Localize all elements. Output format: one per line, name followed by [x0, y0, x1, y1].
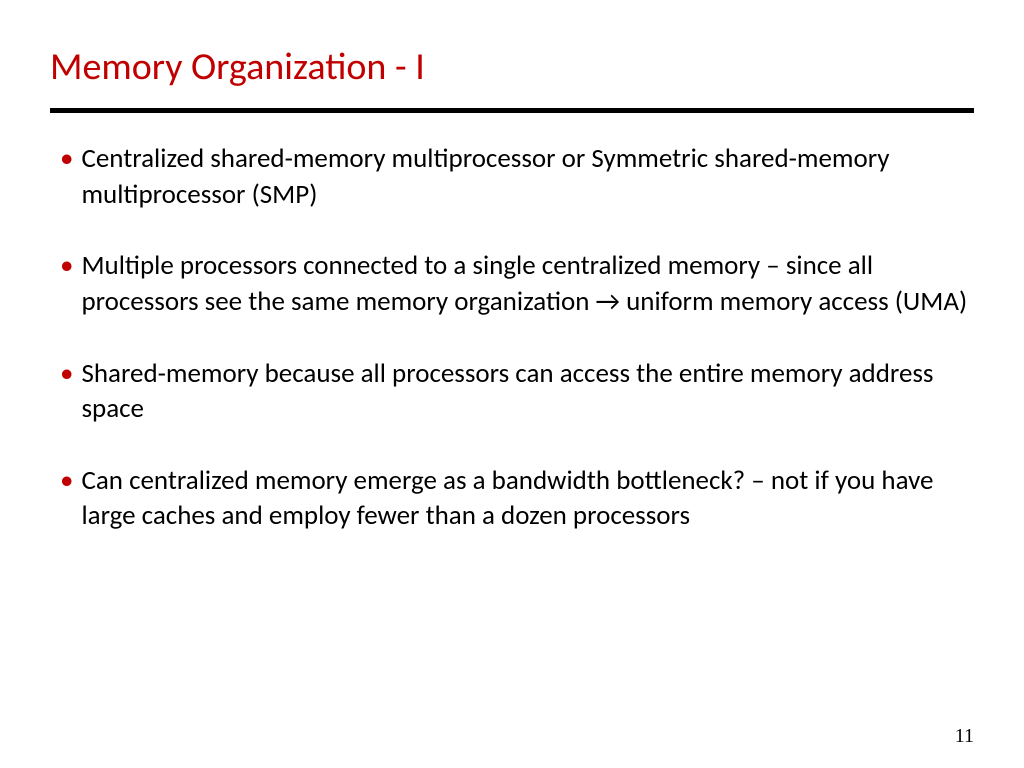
slide-content: • Centralized shared-memory multiprocess… — [50, 141, 974, 534]
bullet-item: • Centralized shared-memory multiprocess… — [60, 141, 974, 212]
bullet-text: Shared-memory because all processors can… — [81, 356, 974, 427]
bullet-marker: • — [60, 141, 73, 177]
slide-title: Memory Organization - I — [50, 44, 974, 90]
title-divider — [50, 108, 974, 113]
bullet-text: Centralized shared-memory multiprocessor… — [81, 141, 974, 212]
bullet-text: Can centralized memory emerge as a bandw… — [81, 463, 974, 534]
bullet-item: • Multiple processors connected to a sin… — [60, 248, 974, 319]
page-number: 11 — [955, 725, 974, 748]
bullet-marker: • — [60, 248, 73, 284]
slide-container: Memory Organization - I • Centralized sh… — [0, 0, 1024, 534]
bullet-marker: • — [60, 463, 73, 499]
bullet-text: Multiple processors connected to a singl… — [81, 248, 974, 319]
bullet-item: • Can centralized memory emerge as a ban… — [60, 463, 974, 534]
bullet-marker: • — [60, 356, 73, 392]
bullet-item: • Shared-memory because all processors c… — [60, 356, 974, 427]
